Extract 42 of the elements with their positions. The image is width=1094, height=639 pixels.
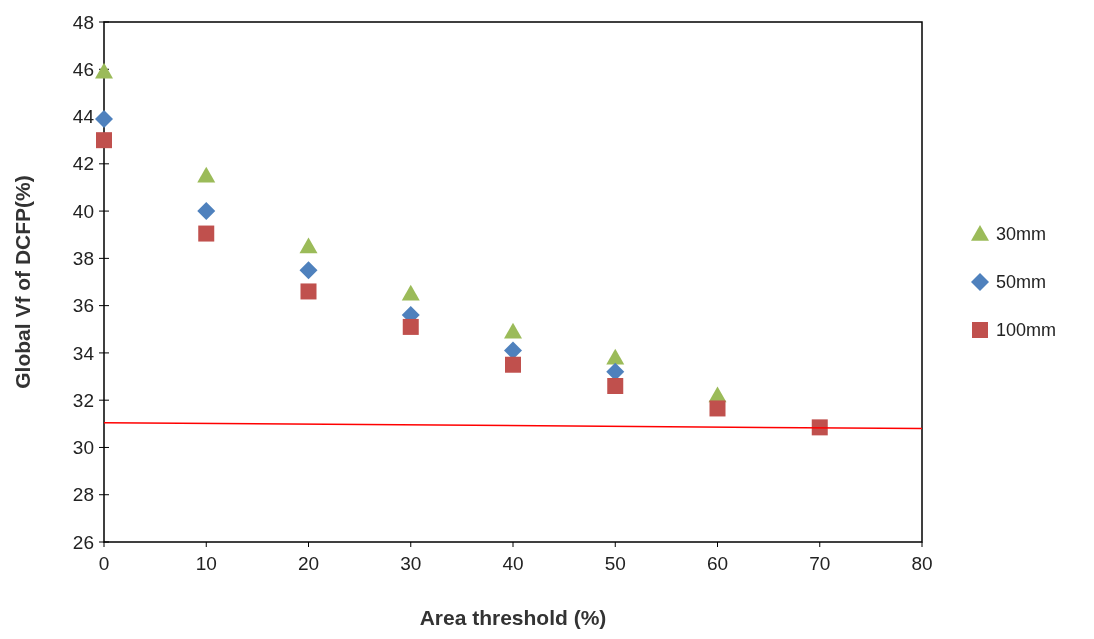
legend-label: 30mm [996,224,1047,245]
y-tick-label: 34 [72,342,95,364]
legend-label: 100mm [996,320,1057,341]
y-tick-label: 42 [72,153,94,175]
x-tick-label: 80 [911,553,933,574]
point [401,284,420,301]
point [709,400,726,417]
x-tick-label: 60 [706,553,729,574]
point [299,261,318,280]
x-tick-label: 70 [809,553,831,574]
x-tick-label: 50 [604,553,626,574]
y-tick-label: 36 [72,295,94,317]
point [197,202,216,221]
point [607,378,624,394]
point [198,225,215,242]
point [504,322,522,339]
y-tick-label: 28 [72,484,94,506]
y-tick-label: 38 [72,248,94,270]
y-axis-title: Global Vf of DCFP(%) [11,175,34,389]
point [402,318,419,335]
point [505,356,521,373]
x-tick-label: 20 [297,553,320,574]
y-tick-label: 48 [72,11,94,33]
y-tick-label: 44 [72,106,95,128]
x-tick-label: 40 [502,553,524,574]
point [606,348,625,365]
y-tick-label: 30 [72,437,94,459]
point [95,62,113,79]
point [300,283,317,300]
y-tick-label: 40 [72,200,94,222]
x-axis-title: Area threshold (%) [419,606,607,629]
y-tick-label: 32 [72,389,94,411]
x-tick-label: 0 [98,553,110,574]
point [96,132,112,149]
legend-label: 50mm [996,272,1047,293]
x-tick-label: 10 [195,553,217,574]
point [95,109,113,128]
y-tick-label: 46 [72,58,94,80]
point [197,166,216,183]
point [299,237,318,254]
x-tick-label: 30 [400,553,422,574]
y-tick-label: 26 [72,531,94,553]
